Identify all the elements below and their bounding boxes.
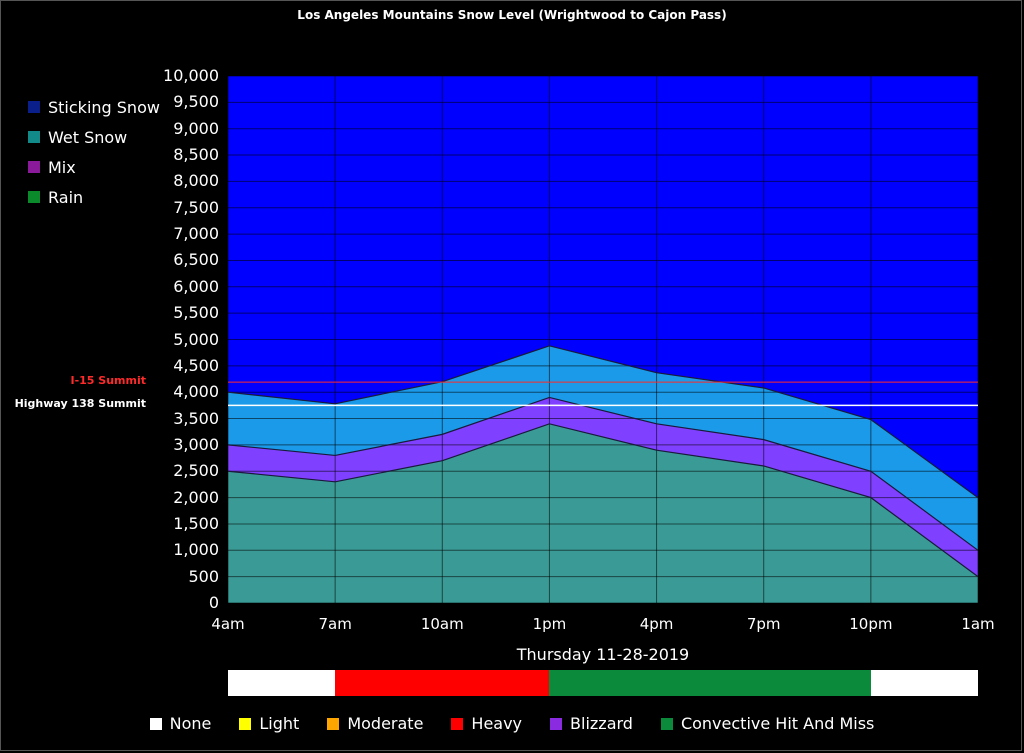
i15-summit-label: I-15 Summit bbox=[70, 374, 146, 388]
y-tick-label: 9,500 bbox=[173, 92, 219, 112]
y-tick-label: 1,500 bbox=[173, 513, 219, 533]
intensity-legend-swatch bbox=[660, 717, 673, 730]
intensity-legend-item: Light bbox=[239, 714, 299, 733]
x-tick-label: 7am bbox=[318, 615, 352, 633]
y-tick-label: 10,000 bbox=[163, 66, 219, 85]
intensity-legend-item: Heavy bbox=[451, 714, 522, 733]
intensity-legend-label: Convective Hit And Miss bbox=[680, 714, 875, 733]
precip-intensity-bar bbox=[228, 670, 978, 696]
x-tick-label: 7pm bbox=[746, 615, 781, 633]
legend-item-mix: Mix bbox=[28, 152, 160, 182]
intensity-segment bbox=[549, 670, 657, 696]
legend-label: Sticking Snow bbox=[48, 97, 160, 117]
y-tick-label: 7,000 bbox=[173, 224, 219, 244]
intensity-legend-item: None bbox=[149, 714, 212, 733]
y-tick-label: 5,000 bbox=[173, 329, 219, 349]
chart-title: Los Angeles Mountains Snow Level (Wright… bbox=[297, 8, 727, 22]
x-tick-label: 10am bbox=[420, 615, 464, 633]
y-tick-label: 2,500 bbox=[173, 461, 219, 481]
legend-label: Rain bbox=[48, 187, 84, 207]
line-wet-snow bbox=[227, 345, 979, 499]
y-tick-label: 3,500 bbox=[173, 408, 219, 428]
intensity-legend-item: Convective Hit And Miss bbox=[660, 714, 875, 733]
legend-swatch bbox=[28, 191, 40, 203]
area-rain bbox=[228, 423, 978, 603]
intensity-segment bbox=[228, 670, 336, 696]
intensity-segment bbox=[656, 670, 764, 696]
legend-swatch bbox=[28, 101, 40, 113]
y-tick-label: 8,500 bbox=[173, 145, 219, 165]
line-rain bbox=[227, 423, 979, 578]
highway-138-summit-label: Highway 138 Summit bbox=[14, 397, 146, 411]
y-tick-label: 4,500 bbox=[173, 355, 219, 375]
intensity-legend-swatch bbox=[149, 717, 162, 730]
intensity-segment bbox=[763, 670, 871, 696]
line-mix bbox=[227, 396, 979, 551]
series-legend: Sticking Snow Wet Snow Mix Rain bbox=[28, 92, 160, 212]
x-tick-label: 4am bbox=[211, 615, 245, 633]
intensity-legend-label: Light bbox=[259, 714, 300, 733]
legend-item-wet-snow: Wet Snow bbox=[28, 122, 160, 152]
x-tick-label: 1pm bbox=[532, 615, 567, 633]
y-tick-label: 9,000 bbox=[173, 118, 219, 138]
x-tick-label: 1am bbox=[961, 615, 995, 633]
intensity-legend-swatch bbox=[550, 717, 563, 730]
legend-label: Wet Snow bbox=[48, 127, 128, 147]
legend-item-rain: Rain bbox=[28, 182, 160, 212]
y-tick-label: 1,000 bbox=[173, 540, 219, 560]
intensity-segment bbox=[442, 670, 550, 696]
legend-label: Mix bbox=[48, 157, 76, 177]
intensity-legend-label: Blizzard bbox=[570, 714, 633, 733]
y-tick-label: 4,000 bbox=[173, 382, 219, 402]
intensity-legend-swatch bbox=[327, 717, 340, 730]
y-tick-label: 0 bbox=[208, 593, 219, 612]
legend-swatch bbox=[28, 161, 40, 173]
intensity-segment bbox=[335, 670, 443, 696]
y-tick-label: 3,000 bbox=[173, 434, 219, 454]
legend-swatch bbox=[28, 131, 40, 143]
intensity-legend: None Light Moderate Heavy Blizzard Convective… bbox=[0, 714, 1024, 733]
intensity-legend-label: Heavy bbox=[471, 714, 523, 733]
y-tick-label: 8,000 bbox=[173, 171, 219, 191]
intensity-legend-label: None bbox=[169, 714, 212, 733]
x-tick-label: 4pm bbox=[639, 615, 674, 633]
y-tick-label: 2,000 bbox=[173, 487, 219, 507]
y-tick-label: 6,500 bbox=[173, 250, 219, 270]
intensity-legend-swatch bbox=[451, 717, 464, 730]
y-tick-label: 5,500 bbox=[173, 303, 219, 323]
intensity-segment bbox=[870, 670, 978, 696]
y-tick-label: 500 bbox=[188, 566, 219, 586]
y-tick-label: 7,500 bbox=[173, 197, 219, 217]
intensity-legend-item: Blizzard bbox=[550, 714, 633, 733]
legend-item-sticking-snow: Sticking Snow bbox=[28, 92, 160, 122]
intensity-legend-label: Moderate bbox=[347, 714, 424, 733]
x-tick-label: 10pm bbox=[849, 615, 893, 633]
y-tick-label: 6,000 bbox=[173, 276, 219, 296]
date-label: Thursday 11-28-2019 bbox=[516, 645, 690, 664]
intensity-legend-item: Moderate bbox=[327, 714, 423, 733]
intensity-legend-swatch bbox=[239, 717, 252, 730]
